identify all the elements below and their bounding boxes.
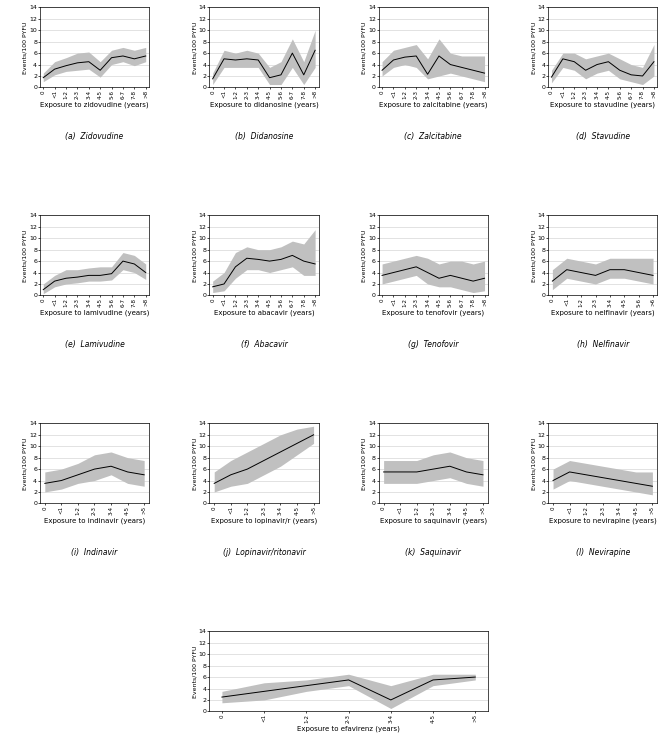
Text: (e)  Lamivudine: (e) Lamivudine bbox=[64, 340, 124, 349]
Text: (g)  Tenofovir: (g) Tenofovir bbox=[408, 340, 459, 349]
X-axis label: Exposure to abacavir (years): Exposure to abacavir (years) bbox=[214, 310, 314, 316]
Y-axis label: Events/100 PYFU: Events/100 PYFU bbox=[23, 21, 28, 73]
X-axis label: Exposure to zalcitabine (years): Exposure to zalcitabine (years) bbox=[379, 102, 487, 108]
X-axis label: Exposure to indinavir (years): Exposure to indinavir (years) bbox=[44, 518, 145, 525]
Y-axis label: Events/100 PYFU: Events/100 PYFU bbox=[192, 437, 197, 490]
X-axis label: Exposure to efavirenz (years): Exposure to efavirenz (years) bbox=[297, 726, 400, 732]
X-axis label: Exposure to saquinavir (years): Exposure to saquinavir (years) bbox=[380, 518, 487, 525]
Text: (i)  Indinavir: (i) Indinavir bbox=[71, 548, 118, 556]
Text: (a)  Zidovudine: (a) Zidovudine bbox=[65, 132, 124, 141]
X-axis label: Exposure to didanosine (years): Exposure to didanosine (years) bbox=[210, 102, 318, 108]
X-axis label: Exposure to lamivudine (years): Exposure to lamivudine (years) bbox=[40, 310, 149, 316]
X-axis label: Exposure to stavudine (years): Exposure to stavudine (years) bbox=[550, 102, 655, 108]
Y-axis label: Events/100 PYFU: Events/100 PYFU bbox=[192, 229, 197, 282]
Y-axis label: Events/100 PYFU: Events/100 PYFU bbox=[362, 21, 367, 73]
X-axis label: Exposure to lopinavir/r (years): Exposure to lopinavir/r (years) bbox=[210, 518, 317, 525]
Y-axis label: Events/100 PYFU: Events/100 PYFU bbox=[362, 437, 367, 490]
Text: (l)  Nevirapine: (l) Nevirapine bbox=[576, 548, 630, 556]
Text: (f)  Abacavir: (f) Abacavir bbox=[240, 340, 288, 349]
Y-axis label: Events/100 PYFU: Events/100 PYFU bbox=[192, 645, 197, 697]
Y-axis label: Events/100 PYFU: Events/100 PYFU bbox=[192, 21, 197, 73]
Text: (h)  Nelfinavir: (h) Nelfinavir bbox=[576, 340, 629, 349]
Y-axis label: Events/100 PYFU: Events/100 PYFU bbox=[531, 229, 536, 282]
Y-axis label: Events/100 PYFU: Events/100 PYFU bbox=[531, 437, 536, 490]
X-axis label: Exposure to nelfinavir (years): Exposure to nelfinavir (years) bbox=[551, 310, 655, 316]
X-axis label: Exposure to nevirapine (years): Exposure to nevirapine (years) bbox=[549, 518, 657, 525]
Text: (j)  Lopinavir/ritonavir: (j) Lopinavir/ritonavir bbox=[222, 548, 305, 556]
Text: (k)  Saquinavir: (k) Saquinavir bbox=[406, 548, 461, 556]
Y-axis label: Events/100 PYFU: Events/100 PYFU bbox=[23, 437, 28, 490]
X-axis label: Exposure to zidovudine (years): Exposure to zidovudine (years) bbox=[41, 102, 149, 108]
Text: (d)  Stavudine: (d) Stavudine bbox=[576, 132, 629, 141]
Y-axis label: Events/100 PYFU: Events/100 PYFU bbox=[362, 229, 367, 282]
Y-axis label: Events/100 PYFU: Events/100 PYFU bbox=[531, 21, 536, 73]
X-axis label: Exposure to tenofovir (years): Exposure to tenofovir (years) bbox=[382, 310, 484, 316]
Text: (b)  Didanosine: (b) Didanosine bbox=[234, 132, 293, 141]
Y-axis label: Events/100 PYFU: Events/100 PYFU bbox=[23, 229, 28, 282]
Text: (c)  Zalcitabine: (c) Zalcitabine bbox=[404, 132, 462, 141]
